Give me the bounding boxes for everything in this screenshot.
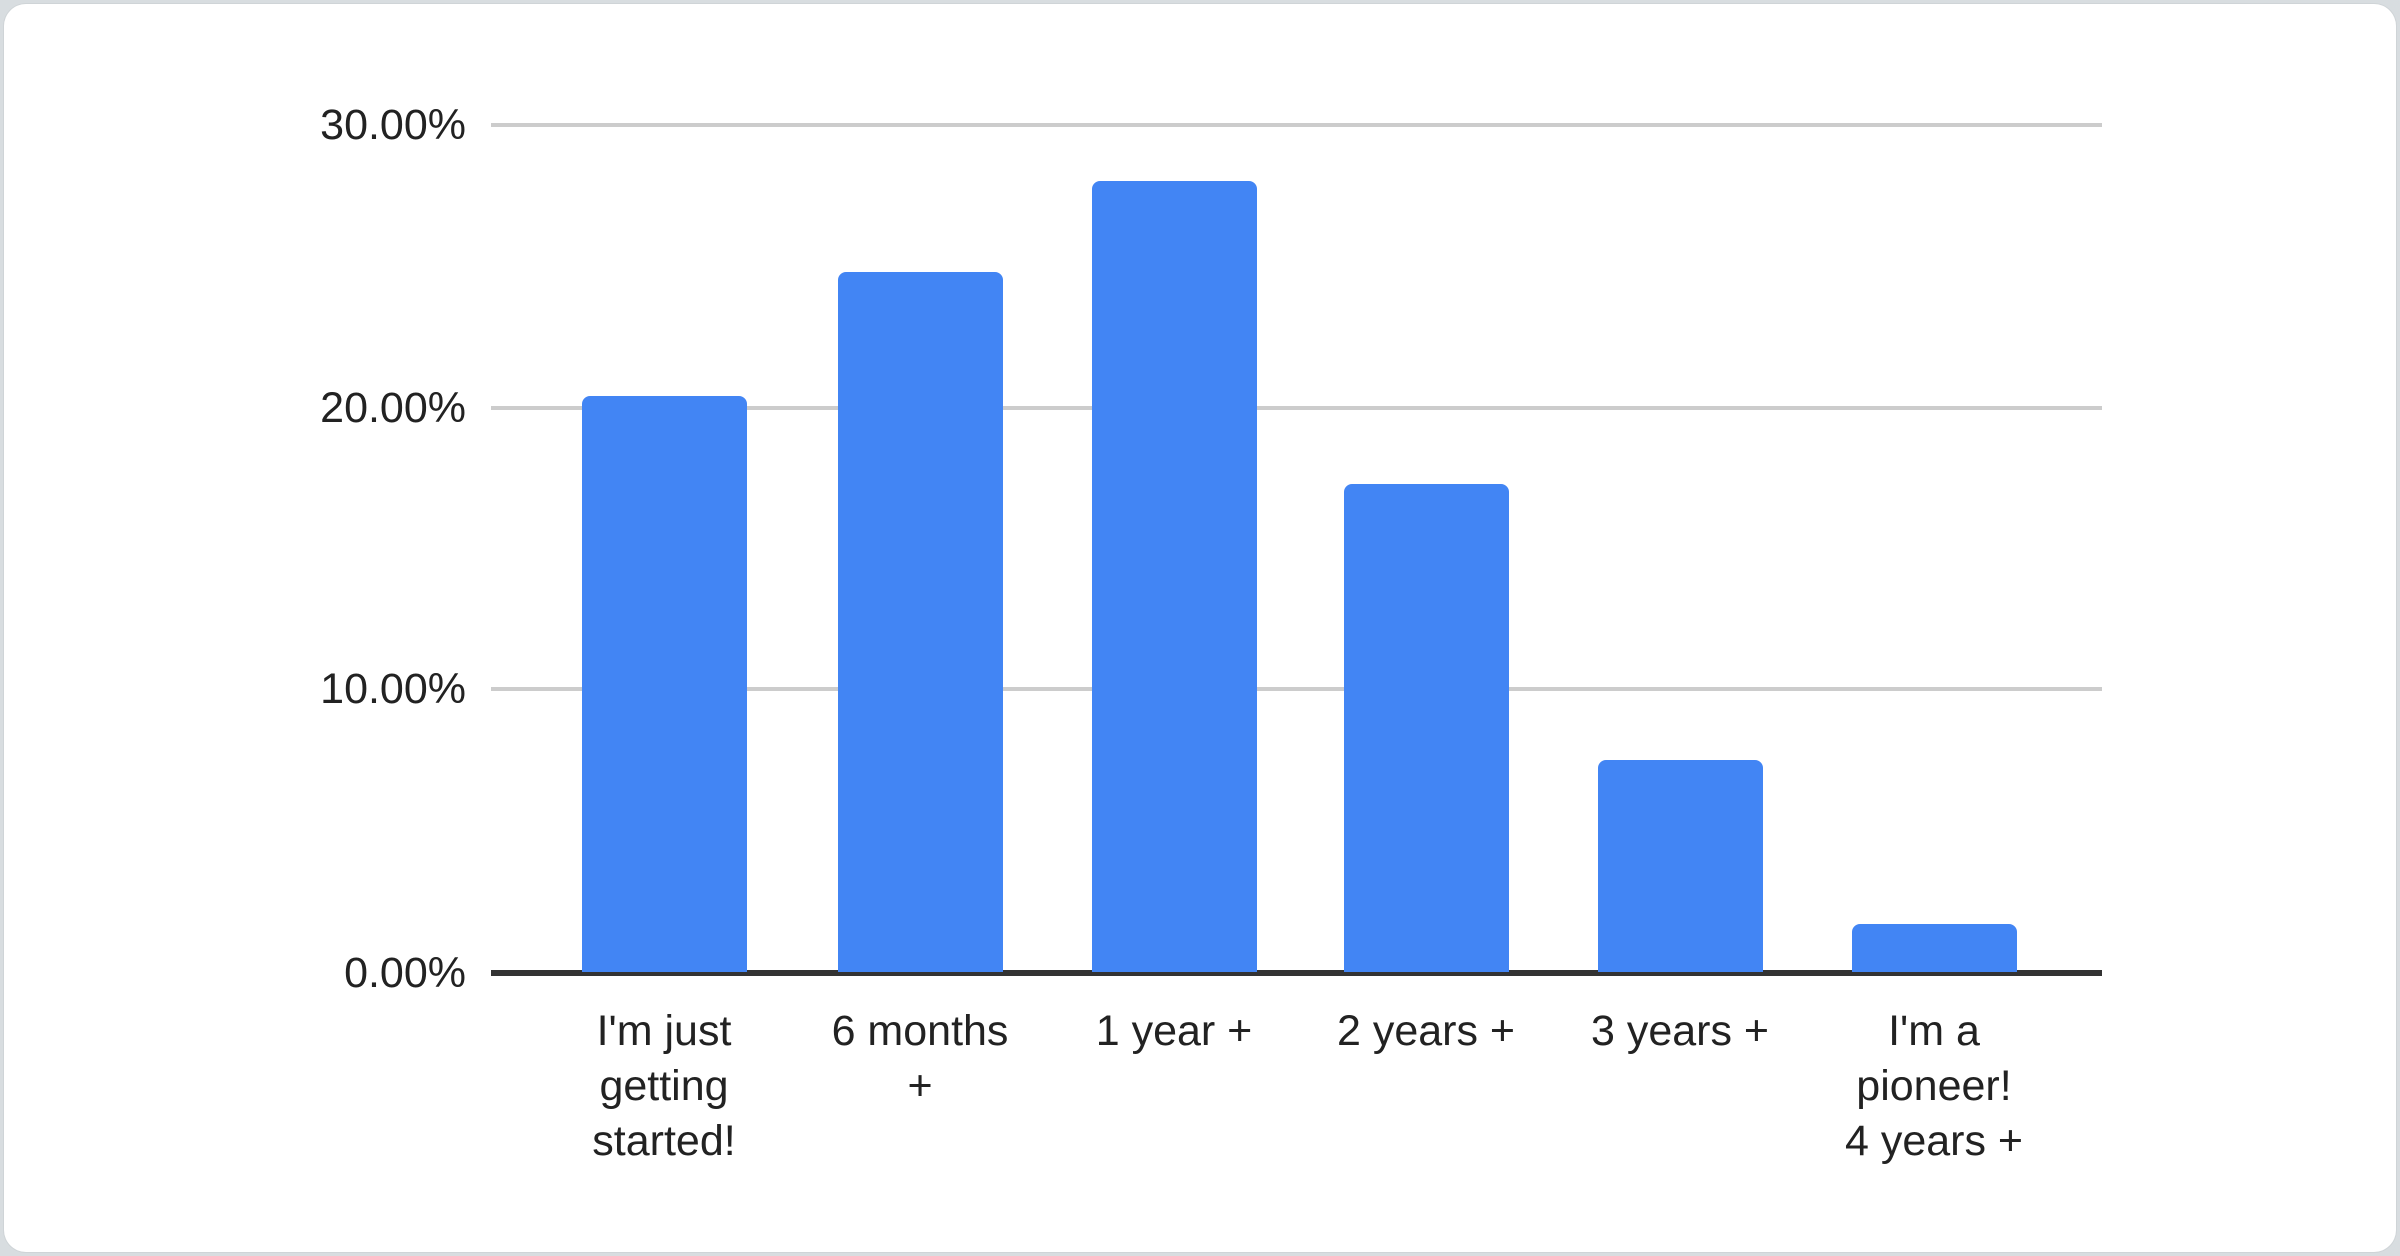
y-axis-tick-label: 30.00% [320,101,466,149]
x-axis-label: 6 months + [831,1007,1009,1110]
x-axis-label: I'm a pioneer! 4 years + [1844,1007,2024,1165]
x-axis-label: 2 years + [1336,1007,1516,1055]
gridline-20 [491,406,2102,410]
y-axis-tick-label: 0.00% [344,949,466,997]
x-axis-label: 3 years + [1590,1007,1770,1055]
y-axis-tick-label: 10.00% [320,665,466,713]
x-axis-label: 1 year + [1095,1007,1253,1055]
bar[interactable] [1851,924,2017,972]
x-axis-line [491,970,2102,976]
bar[interactable] [581,396,747,972]
x-axis-label: I'm just getting started! [592,1007,736,1165]
y-axis-tick-label: 20.00% [320,384,466,432]
bar[interactable] [837,272,1003,972]
bar[interactable] [1343,484,1509,972]
bar[interactable] [1597,760,1763,972]
chart-card: 30.00% 20.00% 10.00% 0.00% I'm just gett… [4,4,2396,1252]
bar-chart: 30.00% 20.00% 10.00% 0.00% I'm just gett… [4,4,2396,1252]
bar[interactable] [1091,181,1257,972]
gridline-10 [491,687,2102,691]
gridline-30 [491,123,2102,127]
